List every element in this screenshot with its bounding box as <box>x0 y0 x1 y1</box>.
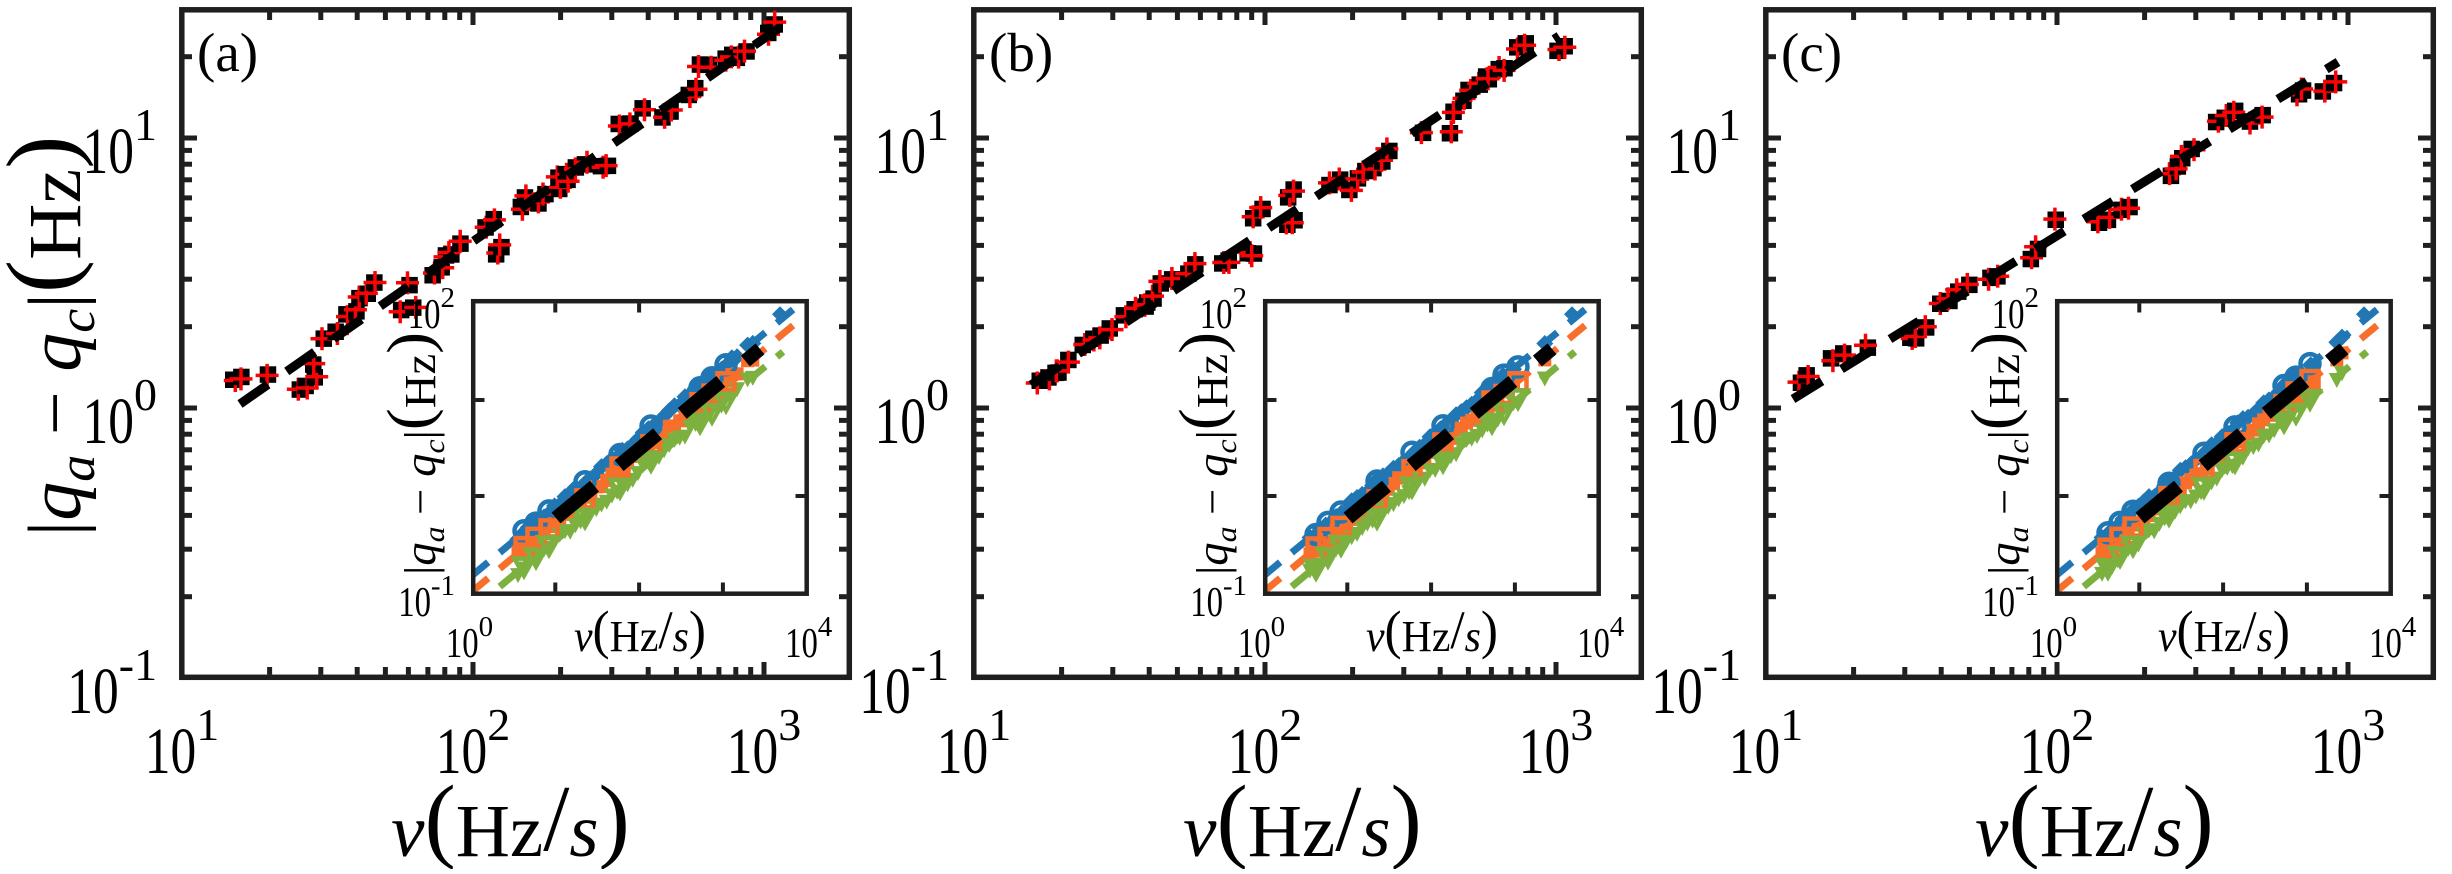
svg-text:0: 0 <box>926 369 949 420</box>
svg-text:10: 10 <box>145 714 196 788</box>
svg-text:10: 10 <box>1651 654 1702 728</box>
svg-text:10: 10 <box>83 114 134 188</box>
svg-text:v(Hz/s): v(Hz/s) <box>1183 767 1422 869</box>
svg-text:0: 0 <box>1718 369 1741 420</box>
svg-text:v(Hz/s): v(Hz/s) <box>2158 601 2290 661</box>
svg-text:10: 10 <box>2030 620 2063 667</box>
svg-text:0: 0 <box>2063 611 2078 643</box>
svg-text:10: 10 <box>1992 291 2025 338</box>
svg-text:10: 10 <box>398 579 431 626</box>
svg-text:2: 2 <box>1233 282 1248 314</box>
svg-text:10: 10 <box>67 654 118 728</box>
svg-text:1: 1 <box>196 699 219 750</box>
svg-text:10: 10 <box>83 384 134 458</box>
svg-text:10: 10 <box>1667 114 1718 188</box>
svg-text:2: 2 <box>1279 699 1302 750</box>
svg-text:10: 10 <box>1190 579 1223 626</box>
svg-text:(b): (b) <box>989 22 1053 83</box>
svg-text:-1: -1 <box>911 639 949 690</box>
svg-text:v(Hz/s): v(Hz/s) <box>391 767 630 869</box>
svg-text:2: 2 <box>2071 699 2094 750</box>
svg-text:10: 10 <box>1729 714 1780 788</box>
svg-text:10: 10 <box>2020 714 2071 788</box>
svg-text:3: 3 <box>778 699 801 750</box>
svg-text:10: 10 <box>2369 620 2402 667</box>
svg-text:10: 10 <box>875 384 926 458</box>
svg-text:v(Hz/s): v(Hz/s) <box>1975 767 2214 869</box>
svg-text:3: 3 <box>2362 699 2385 750</box>
svg-text:2: 2 <box>2025 282 2040 314</box>
svg-text:3: 3 <box>1570 699 1593 750</box>
svg-text:1: 1 <box>926 99 949 150</box>
svg-text:|qa − qc|(Hz): |qa − qc|(Hz) <box>0 136 106 537</box>
svg-text:10: 10 <box>1228 714 1279 788</box>
svg-text:0: 0 <box>134 369 157 420</box>
svg-text:2: 2 <box>441 282 456 314</box>
svg-text:1: 1 <box>1780 699 1803 750</box>
svg-text:4: 4 <box>818 611 833 643</box>
svg-text:v(Hz/s): v(Hz/s) <box>1366 601 1498 661</box>
svg-text:10: 10 <box>1667 384 1718 458</box>
svg-text:10: 10 <box>727 714 778 788</box>
svg-text:10: 10 <box>1200 291 1233 338</box>
svg-text:2: 2 <box>487 699 510 750</box>
svg-text:-1: -1 <box>2015 570 2039 602</box>
svg-text:4: 4 <box>2402 611 2417 643</box>
svg-text:10: 10 <box>785 620 818 667</box>
svg-text:v(Hz/s): v(Hz/s) <box>574 601 706 661</box>
svg-text:1: 1 <box>988 699 1011 750</box>
svg-text:10: 10 <box>1577 620 1610 667</box>
svg-text:10: 10 <box>875 114 926 188</box>
svg-text:-1: -1 <box>1703 639 1741 690</box>
svg-text:4: 4 <box>1610 611 1625 643</box>
svg-text:-1: -1 <box>119 639 157 690</box>
svg-text:10: 10 <box>859 654 910 728</box>
svg-text:1: 1 <box>1718 99 1741 150</box>
svg-text:(c): (c) <box>1781 22 1842 83</box>
svg-text:10: 10 <box>1238 620 1271 667</box>
svg-text:1: 1 <box>134 99 157 150</box>
svg-text:10: 10 <box>408 291 441 338</box>
svg-text:0: 0 <box>1271 611 1286 643</box>
svg-text:-1: -1 <box>431 570 455 602</box>
svg-text:10: 10 <box>1519 714 1570 788</box>
svg-text:-1: -1 <box>1223 570 1247 602</box>
svg-text:10: 10 <box>446 620 479 667</box>
svg-text:10: 10 <box>1982 579 2015 626</box>
svg-text:10: 10 <box>436 714 487 788</box>
svg-text:10: 10 <box>2311 714 2362 788</box>
svg-text:(a): (a) <box>197 22 258 83</box>
svg-text:0: 0 <box>479 611 494 643</box>
svg-text:10: 10 <box>937 714 988 788</box>
